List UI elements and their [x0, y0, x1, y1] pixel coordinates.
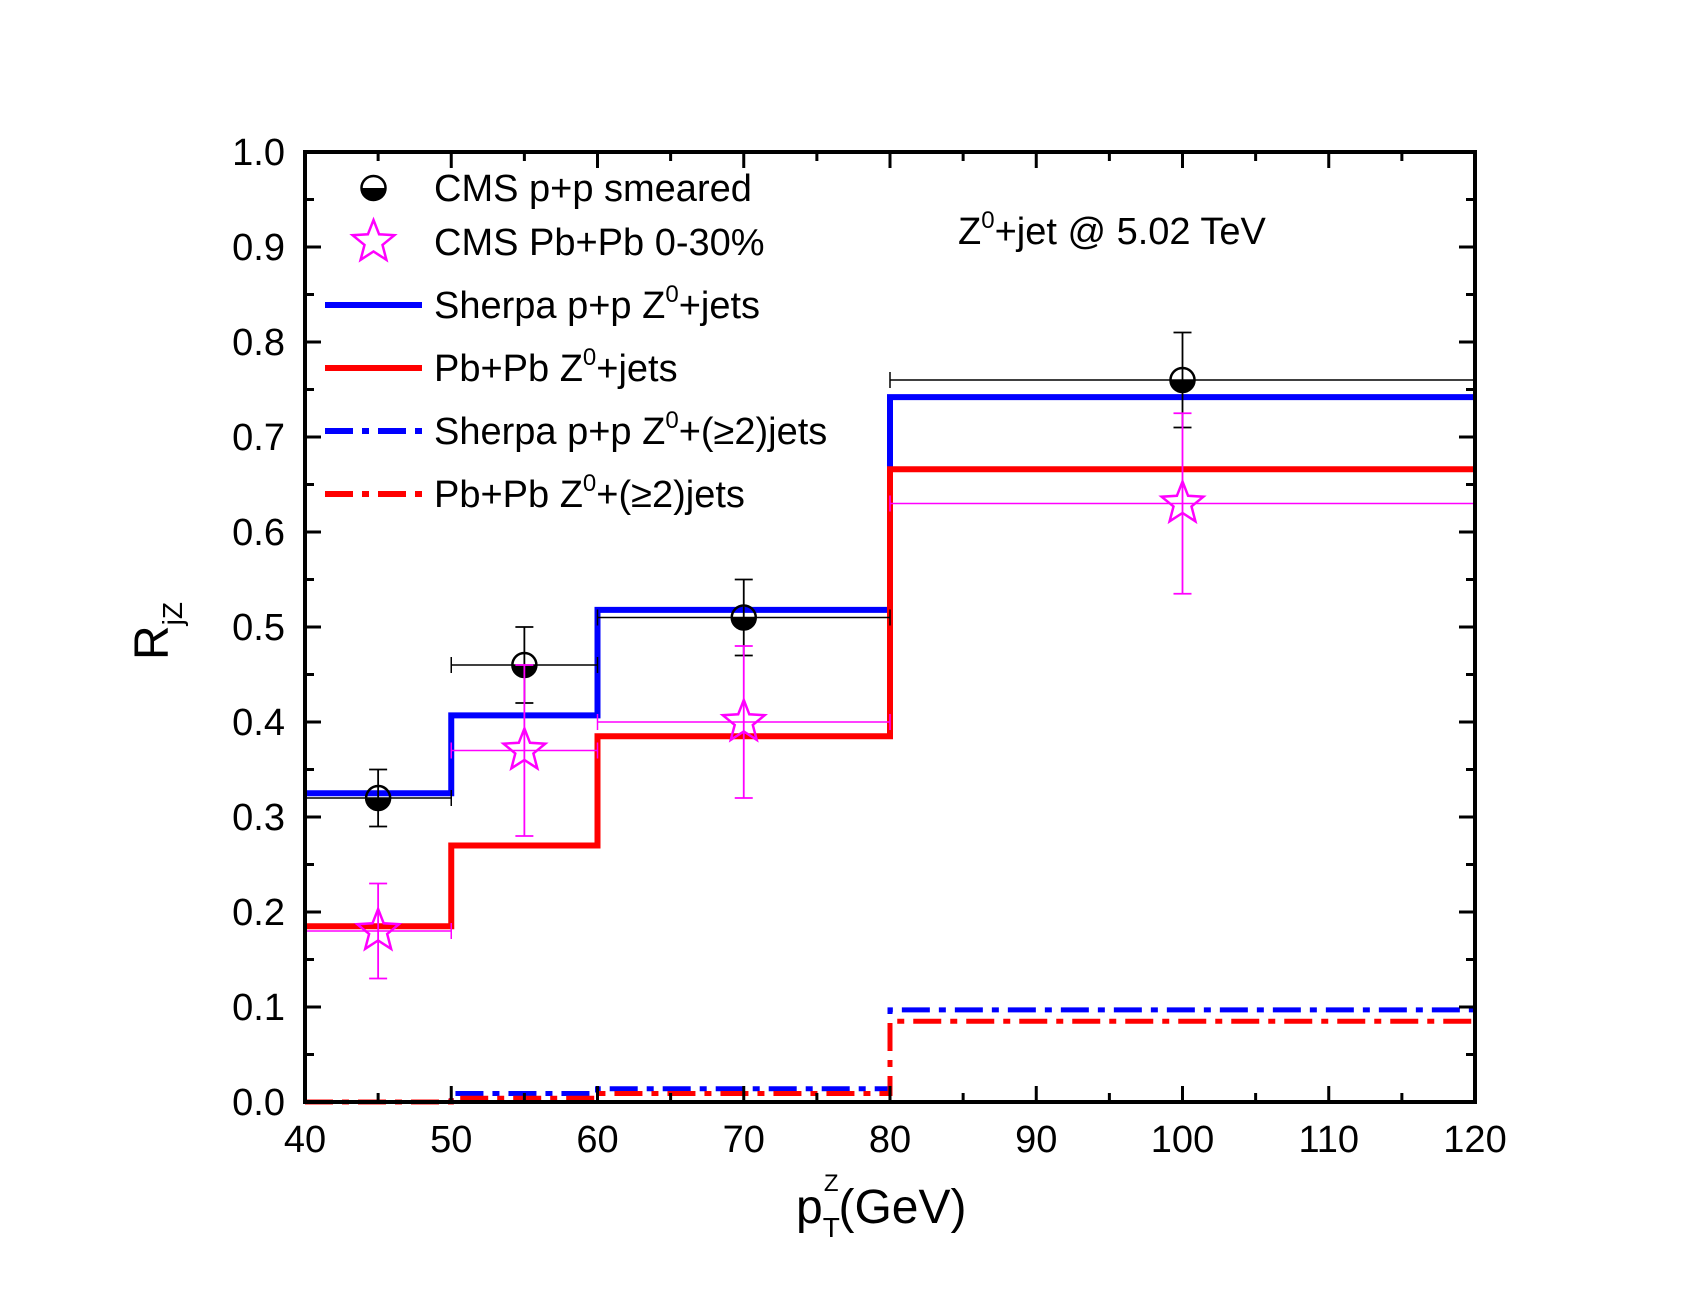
y-axis-title: RjZ: [126, 602, 188, 660]
legend-label-part: 0: [583, 470, 596, 497]
x-tick-label: 50: [430, 1119, 472, 1161]
series-1-point-3-marker: [1158, 478, 1207, 525]
legend-label-part: Pb+Pb Z: [434, 348, 583, 390]
x-tick-label: 70: [723, 1119, 765, 1161]
x-tick-label: 80: [869, 1119, 911, 1161]
y-tick-label: 0.1: [232, 987, 285, 1029]
plot-area: 40 50 60 70 80 90 100 110 120 0.0 0.1 0.2 0.3 0.4 0.5 0…: [232, 132, 1507, 1161]
legend-label-part: +jets: [679, 285, 760, 327]
y-tick-label: 0.8: [232, 322, 285, 364]
legend-entry: CMS p+p smeared: [360, 168, 752, 210]
legend-label-part: Sherpa p+p Z: [434, 411, 665, 453]
y-tick-label: 1.0: [232, 132, 285, 174]
x-tick-label: 90: [1015, 1119, 1057, 1161]
legend-symbol-outline: [360, 174, 387, 202]
x-tick-label: 40: [284, 1119, 326, 1161]
x-tick-label: 100: [1151, 1119, 1214, 1161]
y-tick-label: 0.7: [232, 417, 285, 459]
legend-symbol: [349, 216, 398, 263]
legend-label-part: 0: [665, 281, 678, 308]
legend-label: Pb+Pb Z0+jets: [434, 344, 678, 390]
legend-label-part: Sherpa p+p Z: [434, 285, 665, 327]
y-tick-label: 0.5: [232, 607, 285, 649]
series-1-point-2-marker: [719, 696, 768, 743]
x-axis-title: pTZ(GeV): [796, 1170, 967, 1243]
y-tick-label: 0.9: [232, 227, 285, 269]
legend-entry: Sherpa p+p Z0+jets: [325, 281, 760, 327]
series-0-point-0-marker: [364, 784, 392, 812]
legend-label: Pb+Pb Z0+(≥2)jets: [434, 470, 745, 516]
legend-label: Sherpa p+p Z0+(≥2)jets: [434, 407, 827, 453]
legend: CMS p+p smeared CMS Pb+Pb 0-30% Sherpa p+p…: [325, 168, 827, 516]
y-tick-label: 0.3: [232, 797, 285, 839]
legend-label-part: +jets: [596, 348, 677, 390]
series-0-point-2-marker-outline: [730, 604, 757, 631]
legend-entry: CMS Pb+Pb 0-30%: [349, 216, 765, 264]
legend-entry: Sherpa p+p Z0+(≥2)jets: [325, 407, 827, 453]
series-3-step-line: [305, 466, 1475, 930]
legend-label-part: CMS p+p smeared: [434, 168, 752, 210]
legend-entry: Pb+Pb Z0+jets: [325, 344, 678, 390]
series-1-point-1-marker: [500, 725, 549, 772]
x-tick-label: 110: [1298, 1119, 1359, 1161]
series-1-point-0-marker: [353, 905, 403, 952]
legend-label-part: Pb+Pb Z: [434, 474, 583, 516]
annotation: Z0+jet @ 5.02 TeV: [958, 207, 1267, 253]
legend-label-part: CMS Pb+Pb 0-30%: [434, 222, 765, 264]
legend-label-part: +(≥2)jets: [679, 411, 828, 453]
series-0-point-3-marker: [1169, 366, 1196, 394]
y-tick-label: 0.6: [232, 512, 285, 554]
x-tick-label: 120: [1443, 1119, 1506, 1161]
y-tick-label: 0.4: [232, 702, 285, 744]
series-0-point-0-marker-outline: [364, 784, 392, 812]
series-0-point-2-marker: [730, 604, 757, 631]
series-0-point-3-marker-outline: [1169, 366, 1196, 394]
legend-label: CMS Pb+Pb 0-30%: [434, 222, 765, 264]
legend-label-part: +(≥2)jets: [596, 474, 745, 516]
legend-label: Sherpa p+p Z0+jets: [434, 281, 760, 327]
y-tick-label: 0.0: [232, 1082, 285, 1124]
legend-label: CMS p+p smeared: [434, 168, 752, 210]
x-tick-label: 60: [576, 1119, 618, 1161]
legend-symbol: [360, 174, 387, 202]
y-tick-label: 0.2: [232, 892, 285, 934]
legend-label-part: 0: [583, 344, 596, 371]
legend-label-part: 0: [665, 407, 678, 434]
legend-entry: Pb+Pb Z0+(≥2)jets: [325, 470, 745, 516]
